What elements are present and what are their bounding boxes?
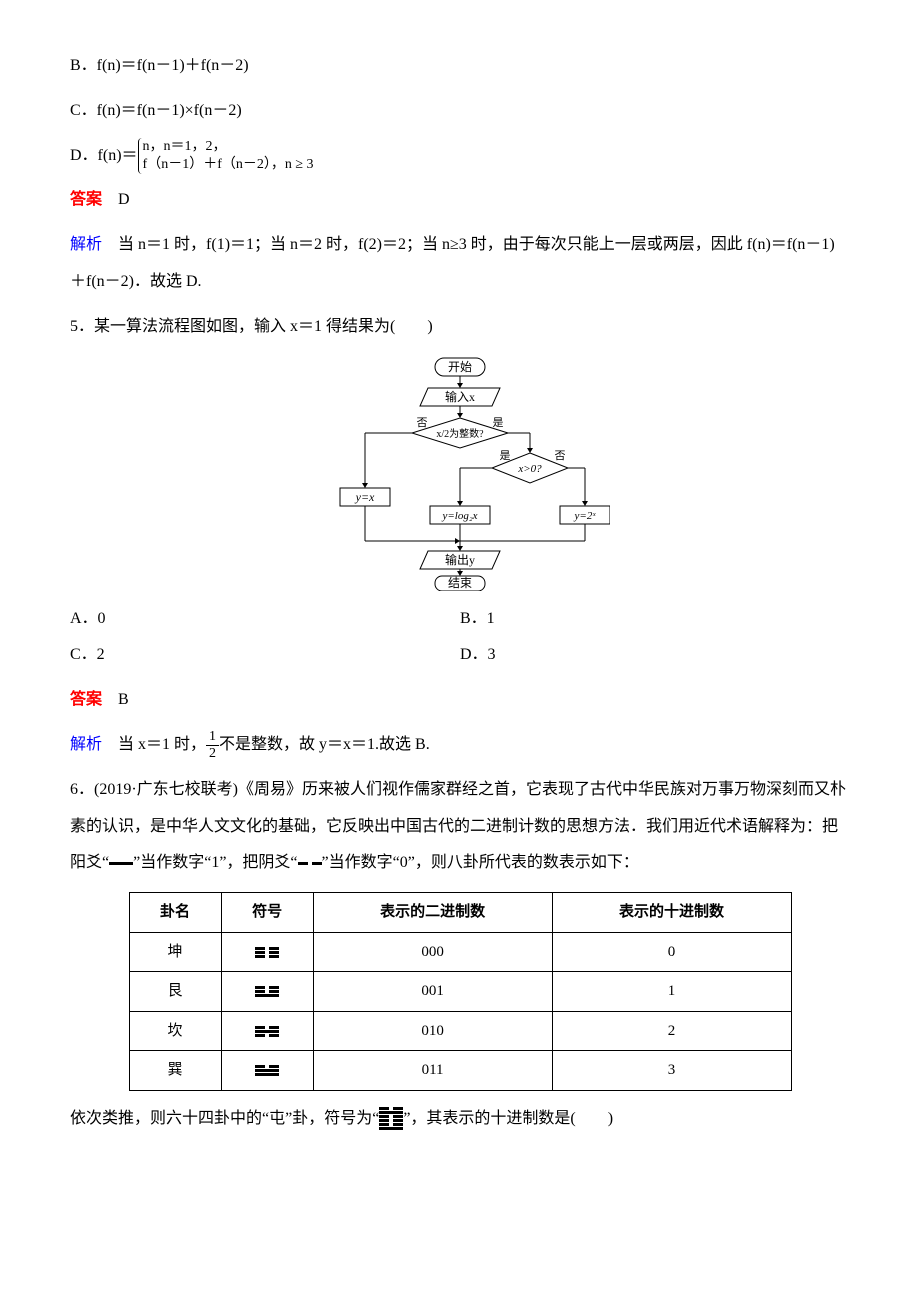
q6-stem: 6．(2019·广东七校联考)《周易》历来被人们视作儒家群经之首，它表现了古代中… [70,772,850,882]
piecewise-brace: n，n＝1，2，f（n－1）＋f（n－2），n ≥ 3 [138,138,314,174]
frac-num: 1 [206,729,219,745]
hexagram-zhun-icon [379,1106,403,1131]
cell-symbol [221,1011,313,1051]
cell-binary: 001 [313,972,552,1012]
table-header-row: 卦名 符号 表示的二进制数 表示的十进制数 [129,893,791,933]
q4-option-d: D．f(n)＝n，n＝1，2，f（n－1）＋f（n－2），n ≥ 3 [70,138,850,175]
q6-tail: 依次类推，则六十四卦中的“屯”卦，符号为“ ”，其表示的十进制数是( ) [70,1101,850,1138]
answer-label: 答案 [70,691,102,708]
table-row: 巽 0113 [129,1051,791,1091]
q5-analysis-pre: 当 x＝1 时， [118,736,206,753]
cell-name: 坤 [129,932,221,972]
flow-start: 开始 [448,360,472,374]
yang-icon [109,862,133,865]
flow-no2: 否 [555,450,566,462]
q4-answer-row: 答案 D [70,182,850,219]
flow-branch-mid: y=log₂x [441,510,477,522]
q5-flowchart: 开始 输入x x/2为整数? 否 是 y=x x>0? 是 否 y=log₂x … [310,356,610,591]
q5-stem: 5．某一算法流程图如图，输入 x＝1 得结果为( ) [70,309,850,346]
q5-analysis-row: 解析 当 x＝1 时，12不是整数，故 y＝x＝1.故选 B. [70,727,850,764]
q5-opt-c: C．2 [70,637,460,674]
cell-name: 坎 [129,1011,221,1051]
flow-branch-right: y=2ˣ [574,510,597,522]
q5-answer-row: 答案 B [70,682,850,719]
q4-analysis: 当 n＝1 时，f(1)＝1；当 n＝2 时，f(2)＝2；当 n≥3 时，由于… [70,236,835,290]
q5-opt-b: B．1 [460,601,850,638]
cell-symbol [221,1051,313,1091]
piecewise-line1: n，n＝1，2， [143,138,314,156]
cell-binary: 000 [313,932,552,972]
flow-no1: 否 [417,417,428,429]
fraction-half: 12 [206,729,219,761]
q4-option-b: B．f(n)＝f(n－1)＋f(n－2) [70,48,850,85]
q6-stem-2: ”当作数字“1”，把阴爻“ [133,854,297,871]
q6-tail-post: ”，其表示的十进制数是( ) [403,1110,613,1127]
cell-decimal: 2 [552,1011,791,1051]
cell-binary: 010 [313,1011,552,1051]
q6-tail-pre: 依次类推，则六十四卦中的“屯”卦，符号为“ [70,1110,379,1127]
flow-yes1: 是 [493,416,504,429]
cell-decimal: 3 [552,1051,791,1091]
analysis-label: 解析 [70,236,102,253]
q4-option-c: C．f(n)＝f(n－1)×f(n－2) [70,93,850,130]
cell-decimal: 1 [552,972,791,1012]
cell-binary: 011 [313,1051,552,1091]
th-name: 卦名 [129,893,221,933]
q6-stem-3: ”当作数字“0”，则八卦所代表的数表示如下： [322,854,639,871]
flow-output: 输出y [445,552,475,567]
cell-symbol [221,972,313,1012]
table-row: 艮 0011 [129,972,791,1012]
q5-opt-d: D．3 [460,637,850,674]
th-decimal: 表示的十进制数 [552,893,791,933]
yin-icon [298,862,322,865]
table-row: 坤 0000 [129,932,791,972]
cell-decimal: 0 [552,932,791,972]
q5-analysis-post: 不是整数，故 y＝x＝1.故选 B. [219,736,430,753]
q5-opt-a: A．0 [70,601,460,638]
flow-branch-left: y=x [355,490,375,504]
cell-symbol [221,932,313,972]
q5-answer: B [118,691,129,708]
q5-options-row2: C．2 D．3 [70,637,850,674]
q4-analysis-row: 解析 当 n＝1 时，f(1)＝1；当 n＝2 时，f(2)＝2；当 n≥3 时… [70,227,850,301]
q4-answer: D [118,191,130,208]
frac-den: 2 [206,746,219,761]
flow-cond1: x/2为整数? [436,427,484,440]
flow-end: 结束 [448,576,472,590]
piecewise-line2: f（n－1）＋f（n－2），n ≥ 3 [143,156,314,174]
flow-yes2: 是 [500,449,511,462]
flow-cond2: x>0? [517,463,542,475]
flow-input: 输入x [445,389,475,404]
cell-name: 巽 [129,1051,221,1091]
trigram-table: 卦名 符号 表示的二进制数 表示的十进制数 坤 0000 艮 0011 坎 0102 巽 01… [129,892,792,1091]
cell-name: 艮 [129,972,221,1012]
table-row: 坎 0102 [129,1011,791,1051]
answer-label: 答案 [70,191,102,208]
th-symbol: 符号 [221,893,313,933]
analysis-label: 解析 [70,736,102,753]
q5-options-row1: A．0 B．1 [70,601,850,638]
th-binary: 表示的二进制数 [313,893,552,933]
q4-option-d-prefix: D．f(n)＝ [70,147,138,164]
